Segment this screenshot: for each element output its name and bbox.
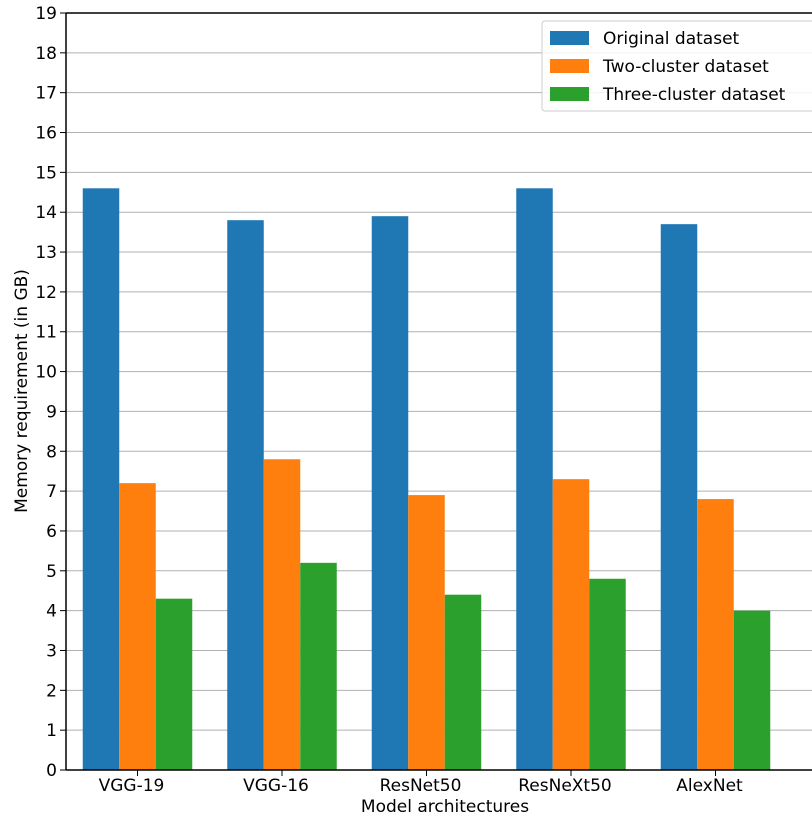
y-tick-label: 2 — [46, 681, 57, 701]
y-tick-label: 15 — [35, 163, 57, 183]
y-tick-label: 1 — [46, 721, 57, 741]
bar-original-dataset-vgg-16 — [227, 220, 264, 770]
legend-box — [541, 20, 812, 112]
y-tick-label: 19 — [35, 4, 57, 24]
legend-swatch — [550, 31, 589, 45]
y-tick-label: 12 — [35, 283, 57, 303]
axes — [65, 12, 812, 771]
bar-three-cluster-dataset-resnext50 — [589, 578, 626, 770]
bar-two-cluster-dataset-resnet50 — [408, 495, 445, 770]
y-tick-label: 18 — [35, 44, 57, 64]
legend-label: Three-cluster dataset — [602, 85, 786, 105]
y-tick-label: 10 — [35, 363, 57, 383]
bar-original-dataset-alexnet — [660, 224, 698, 771]
y-tick-label: 13 — [35, 243, 57, 263]
bar-three-cluster-dataset-resnet50 — [444, 594, 482, 770]
y-tick-label: 8 — [46, 442, 57, 462]
bar-original-dataset-resnext50 — [516, 188, 553, 770]
legend-label: Two-cluster dataset — [602, 57, 769, 77]
x-tick-label: AlexNet — [676, 776, 743, 796]
bars — [82, 188, 771, 771]
y-tick-label: 4 — [46, 602, 57, 622]
y-tick-label: 14 — [35, 203, 57, 223]
bar-two-cluster-dataset-resnext50 — [552, 479, 590, 770]
x-tick-label: ResNeXt50 — [518, 776, 611, 796]
y-tick-label: 7 — [46, 482, 57, 502]
y-tick-label: 11 — [35, 323, 57, 343]
y-tick-label: 6 — [46, 522, 57, 542]
legend: Original dataset Two-cluster dataset Three… — [541, 20, 812, 112]
x-ticks: VGG-19 VGG-16 ResNet50 ResNeXt50 AlexNet — [99, 770, 743, 796]
y-axis-label: Memory requirement (in GB) — [12, 269, 32, 513]
legend-swatch — [550, 59, 589, 73]
y-tick-label: 0 — [46, 761, 57, 781]
bar-two-cluster-dataset-vgg-16 — [263, 459, 301, 770]
bar-three-cluster-dataset-alexnet — [733, 610, 771, 770]
y-tick-label: 17 — [35, 84, 57, 104]
y-tick-label: 16 — [35, 124, 57, 144]
bar-two-cluster-dataset-vgg-19 — [119, 483, 156, 770]
bar-two-cluster-dataset-alexnet — [697, 499, 734, 770]
bar-original-dataset-vgg-19 — [82, 188, 120, 770]
bar-original-dataset-resnet50 — [371, 216, 409, 771]
bar-three-cluster-dataset-vgg-19 — [155, 598, 193, 770]
legend-label: Original dataset — [603, 29, 740, 49]
legend-swatch — [550, 87, 589, 101]
x-tick-label: VGG-19 — [99, 776, 165, 796]
y-tick-label: 3 — [46, 641, 57, 661]
y-tick-label: 5 — [46, 562, 57, 582]
x-tick-label: VGG-16 — [243, 776, 309, 796]
y-tick-label: 9 — [46, 402, 57, 422]
x-axis-label: Model architectures — [361, 797, 529, 817]
bar-three-cluster-dataset-vgg-16 — [300, 562, 337, 770]
x-tick-label: ResNet50 — [380, 776, 462, 796]
